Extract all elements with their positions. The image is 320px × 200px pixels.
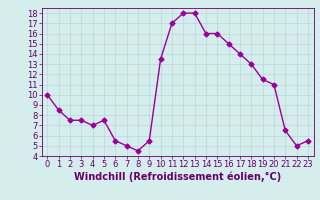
X-axis label: Windchill (Refroidissement éolien,°C): Windchill (Refroidissement éolien,°C): [74, 172, 281, 182]
